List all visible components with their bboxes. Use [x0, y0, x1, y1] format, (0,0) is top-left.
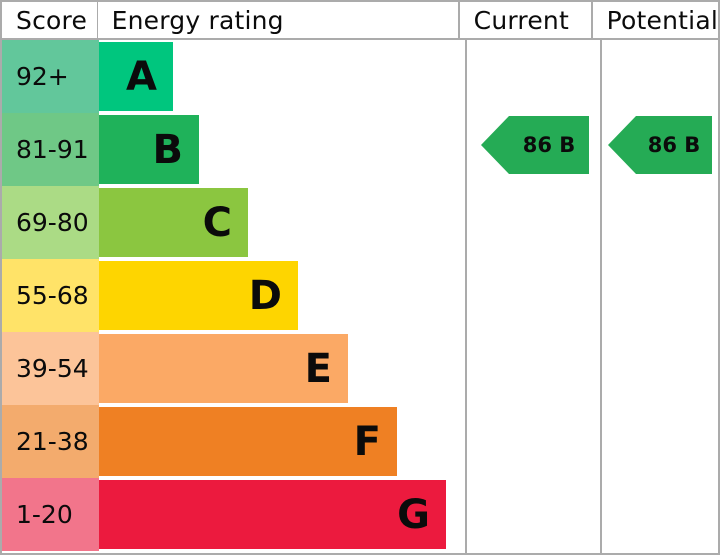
band-bar-a: A — [99, 42, 173, 111]
band-score-d: 55-68 — [2, 259, 99, 332]
band-letter-e: E — [304, 345, 332, 392]
band-letter-b: B — [152, 126, 184, 173]
header-row: Score Energy rating Current Potential — [2, 2, 718, 40]
band-letter-f: F — [353, 418, 381, 465]
header-score: Score — [2, 2, 98, 38]
band-row-a: 92+ A — [2, 40, 465, 113]
current-column: 86 B — [467, 40, 602, 553]
band-letter-a: A — [126, 53, 157, 100]
band-score-g: 1-20 — [2, 478, 99, 551]
band-score-a: 92+ — [2, 40, 99, 113]
band-bar-c: C — [99, 188, 248, 257]
band-row-b: 81-91 B — [2, 113, 465, 186]
band-row-f: 21-38 F — [2, 405, 465, 478]
band-row-c: 69-80 C — [2, 186, 465, 259]
band-score-f: 21-38 — [2, 405, 99, 478]
chart-body: 92+ A 81-91 B 69-80 C 55-68 — [2, 40, 718, 553]
potential-rating-label: 86 B — [647, 133, 701, 157]
band-bar-d: D — [99, 261, 298, 330]
band-row-d: 55-68 D — [2, 259, 465, 332]
band-bar-g: G — [99, 480, 446, 549]
header-potential: Potential — [606, 5, 718, 35]
band-score-e: 39-54 — [2, 332, 99, 405]
current-rating-label: 86 B — [522, 133, 576, 157]
band-letter-d: D — [248, 272, 282, 319]
band-bar-e: E — [99, 334, 348, 403]
band-score-c: 69-80 — [2, 186, 99, 259]
header-current: Current — [460, 2, 593, 38]
potential-column: 86 B — [602, 40, 718, 553]
current-rating-arrow: 86 B — [481, 116, 589, 174]
header-energy-rating: Energy rating — [98, 2, 460, 38]
band-letter-c: C — [202, 199, 232, 246]
rating-bands: 92+ A 81-91 B 69-80 C 55-68 — [2, 40, 467, 553]
band-score-b: 81-91 — [2, 113, 99, 186]
band-row-e: 39-54 E — [2, 332, 465, 405]
band-bar-f: F — [99, 407, 397, 476]
band-bar-b: B — [99, 115, 199, 184]
band-row-g: 1-20 G — [2, 478, 465, 551]
band-letter-g: G — [397, 491, 430, 538]
potential-rating-arrow: 86 B — [608, 116, 712, 174]
